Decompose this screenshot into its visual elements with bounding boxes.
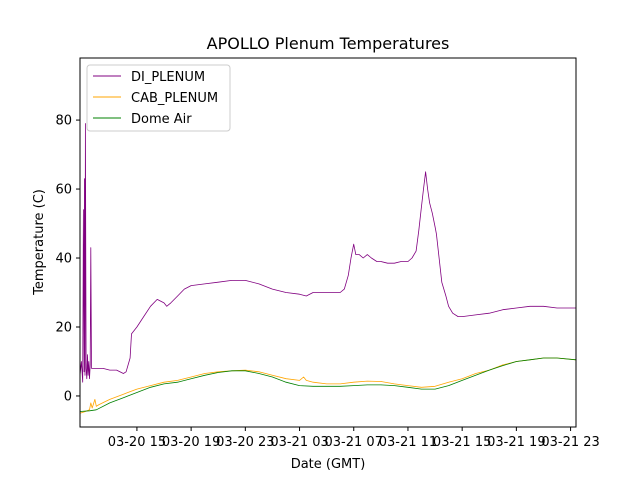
x-tick-label: 03-21 23 [541,435,599,450]
x-axis-label: Date (GMT) [291,457,366,472]
plot-frame [79,57,577,428]
series-line-di-plenum [80,123,576,383]
series-line-cab-plenum [80,357,576,414]
series-line-dome-air [80,357,576,412]
legend-label-di-plenum: DI_PLENUM [131,70,205,85]
y-tick-label: 60 [55,183,72,198]
x-tick-label: 03-21 07 [325,435,383,450]
x-tick-label: 03-21 15 [433,435,491,450]
legend-label-dome-air: Dome Air [131,112,192,127]
legend: DI_PLENUM CAB_PLENUM Dome Air [86,64,231,132]
y-tick-label: 20 [55,320,72,335]
y-tick-label: 0 [64,389,72,404]
x-tick-label: 03-21 11 [379,435,437,450]
x-tick-label: 03-21 03 [270,435,328,450]
chart-title: APOLLO Plenum Temperatures [207,34,450,53]
x-tick-label: 03-20 15 [108,435,166,450]
x-tick-label: 03-21 19 [487,435,545,450]
y-tick-label: 80 [55,114,72,129]
legend-box [86,64,231,132]
y-tick-label: 40 [55,252,72,267]
y-axis-label: Temperature (C) [32,189,47,296]
x-tick-label: 03-20 23 [216,435,274,450]
series-layer [80,123,576,414]
legend-label-cab-plenum: CAB_PLENUM [131,91,218,106]
x-tick-label: 03-20 19 [162,435,220,450]
